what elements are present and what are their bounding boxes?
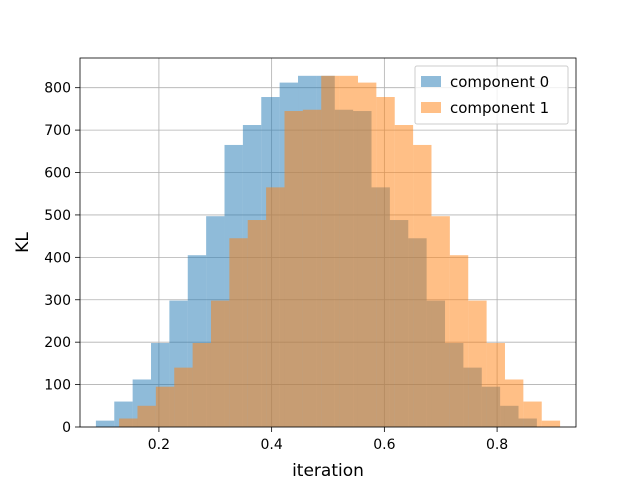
histogram-bar-component-1: [321, 75, 340, 428]
x-tick-label: 0.8: [486, 437, 508, 453]
histogram-bar-component-1: [284, 111, 303, 427]
histogram-bar-component-1: [394, 125, 414, 427]
histogram-bar-component-1: [155, 386, 175, 427]
histogram-bar-component-1: [339, 75, 358, 428]
histogram-bar-component-1: [431, 216, 450, 427]
y-tick-label: 300: [44, 293, 71, 309]
legend-box: [414, 65, 569, 125]
histogram-bar-component-1: [119, 418, 138, 427]
legend-swatch: [421, 102, 441, 113]
y-tick-label: 800: [44, 81, 71, 97]
histogram-bar-component-1: [137, 405, 156, 427]
y-tick-label: 700: [44, 123, 71, 139]
histogram-bar-component-1: [210, 300, 230, 427]
histogram-bars: [95, 75, 561, 428]
histogram-bar-component-1: [302, 109, 322, 428]
histogram-bar-component-1: [174, 367, 193, 427]
y-tick-label: 400: [44, 250, 71, 266]
axis-ticks: 0.2 0.4 0.6 0.8 0 100 200 300 400 500 600 700 800: [44, 81, 508, 453]
y-tick-label: 600: [44, 166, 71, 182]
histogram-bar-component-1: [541, 420, 561, 427]
y-tick-label: 100: [44, 378, 71, 394]
legend: component 0 component 1: [414, 65, 569, 125]
histogram-bar-component-1: [486, 343, 505, 427]
legend-label: component 1: [450, 99, 549, 117]
histogram-bar-component-1: [413, 144, 432, 427]
y-tick-label: 0: [62, 420, 71, 436]
legend-label: component 0: [450, 73, 549, 91]
histogram-bar-component-1: [376, 97, 395, 427]
x-tick-label: 0.4: [261, 437, 283, 453]
histogram-bar-component-1: [192, 343, 211, 427]
histogram-bar-component-1: [229, 238, 248, 427]
y-tick-label: 200: [44, 335, 71, 351]
plot-frame: [79, 57, 577, 428]
histogram-bar-component-1: [504, 379, 524, 427]
histogram-bar-component-1: [357, 82, 377, 427]
y-axis-label: KL: [13, 232, 33, 253]
histogram-bar-component-1: [266, 187, 285, 427]
x-axis-label: iteration: [292, 461, 364, 480]
histogram-bar-component-0: [95, 420, 115, 427]
legend-swatch: [421, 76, 441, 87]
x-tick-label: 0.6: [373, 437, 395, 453]
histogram-bar-component-1: [468, 300, 487, 427]
histogram-bar-component-1: [247, 220, 267, 427]
x-tick-label: 0.2: [148, 437, 170, 453]
histogram-bar-component-1: [449, 255, 469, 427]
histogram-bar-component-1: [523, 401, 542, 427]
y-tick-label: 500: [44, 208, 71, 224]
